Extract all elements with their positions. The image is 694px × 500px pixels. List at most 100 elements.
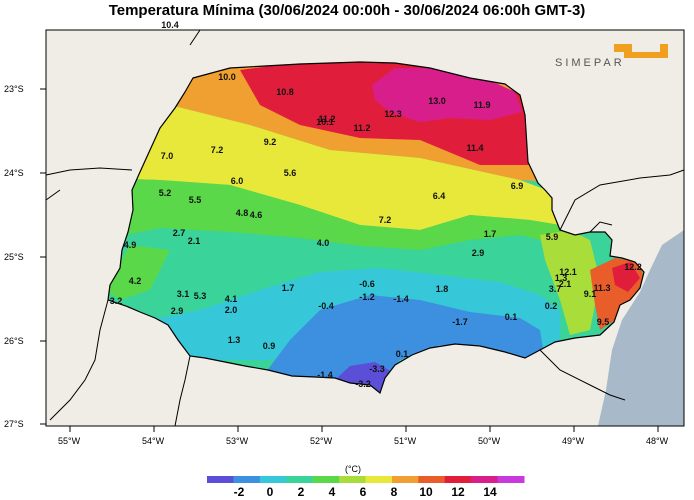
simepar-logo-mark xyxy=(614,44,668,58)
station-value-labels: 10.410.010.811.210.111.212.313.0 11.99.21… xyxy=(110,20,642,389)
station-value: -1.2 xyxy=(359,292,375,302)
lat-label: 25°S xyxy=(4,252,24,262)
simepar-logo-text: SIMEPAR xyxy=(555,57,625,69)
station-value: 4.9 xyxy=(124,240,137,250)
station-value: 4.0 xyxy=(317,238,330,248)
station-value: 2.9 xyxy=(171,306,184,316)
colorbar-swatch xyxy=(259,476,287,483)
station-value: 0.2 xyxy=(545,301,558,311)
station-value: 10.8 xyxy=(276,87,294,97)
lon-label: 55°W xyxy=(58,436,81,446)
colorbar-swatches xyxy=(207,476,525,483)
station-value: 4.2 xyxy=(129,276,142,286)
map-title: Temperatura Mínima (30/06/2024 00:00h - … xyxy=(108,2,586,19)
station-value: -3.2 xyxy=(355,379,371,389)
station-value: 1.7 xyxy=(282,283,295,293)
colorbar-swatch xyxy=(312,476,340,483)
lon-label: 51°W xyxy=(394,436,417,446)
station-value: 1.3 xyxy=(555,273,568,283)
station-value: 6.9 xyxy=(511,181,524,191)
station-value: 10.4 xyxy=(161,20,179,30)
station-value: 4.6 xyxy=(250,210,263,220)
station-value: 10.1 xyxy=(316,117,334,127)
station-value: 13.0 xyxy=(428,96,446,106)
colorbar-swatch xyxy=(471,476,499,483)
station-value: 0.1 xyxy=(396,349,409,359)
latitude-axis: 23°S 24°S 25°S 26°S 27°S xyxy=(4,84,46,429)
colorbar: (°C) -2 0 2 4 6 8 10 12 14 xyxy=(207,464,525,499)
colorbar-swatch xyxy=(497,476,525,483)
map-frame xyxy=(45,29,685,427)
colorbar-swatch xyxy=(418,476,446,483)
colorbar-tick-label: 10 xyxy=(419,485,433,499)
station-value: 5.6 xyxy=(284,168,297,178)
station-value: 1.8 xyxy=(436,284,449,294)
colorbar-tick-label: 2 xyxy=(298,485,305,499)
neighbor-borders xyxy=(45,29,685,427)
station-value: 2.9 xyxy=(472,248,485,258)
parana-state-outline xyxy=(107,61,645,395)
station-value: 7.2 xyxy=(379,215,392,225)
colorbar-swatch xyxy=(233,476,261,483)
station-value: 5.5 xyxy=(189,195,202,205)
colorbar-swatch xyxy=(207,476,234,483)
lon-label: 54°W xyxy=(142,436,165,446)
longitude-axis: 55°W 54°W 53°W 52°W 51°W 50°W 49°W 48°W xyxy=(58,426,669,446)
colorbar-swatch xyxy=(444,476,472,483)
lat-label: 27°S xyxy=(4,419,24,429)
station-value: 10.0 xyxy=(218,72,236,82)
station-value: 11.2 xyxy=(353,123,370,133)
lat-label: 26°S xyxy=(4,336,24,346)
station-value: 3.7 xyxy=(549,284,562,294)
colorbar-tick-label: 6 xyxy=(360,485,367,499)
station-value: 11.4 xyxy=(466,143,483,153)
station-value: 11.2 xyxy=(318,114,335,124)
colorbar-tick-label: 14 xyxy=(483,485,497,499)
station-value: -1.4 xyxy=(317,370,333,380)
lon-label: 53°W xyxy=(226,436,249,446)
colorbar-swatch xyxy=(365,476,393,483)
colorbar-tick-label: 4 xyxy=(329,485,336,499)
station-value: 11.3 xyxy=(593,283,610,293)
station-value: 0.1 xyxy=(505,312,518,322)
station-value: 7.0 xyxy=(161,151,174,161)
lon-label: 48°W xyxy=(646,436,669,446)
ocean xyxy=(598,30,684,426)
station-value: 7.2 xyxy=(211,145,224,155)
station-value: 5.9 xyxy=(546,232,559,242)
lon-label: 52°W xyxy=(310,436,333,446)
station-value: 2.0 xyxy=(225,305,238,315)
colorbar-swatch xyxy=(339,476,366,483)
station-value: 2.1 xyxy=(559,279,572,289)
station-value: 2.7 xyxy=(173,228,186,238)
station-value: 11.9 xyxy=(473,100,490,110)
station-value: 6.0 xyxy=(231,176,244,186)
station-value: -0.4 xyxy=(318,301,334,311)
colorbar-tick-label: 8 xyxy=(391,485,398,499)
lon-label: 49°W xyxy=(562,436,585,446)
station-value: 3.1 xyxy=(177,289,190,299)
station-value: 3.2 xyxy=(110,296,123,306)
station-value: -0.6 xyxy=(359,279,375,289)
station-value: -1.4 xyxy=(393,294,409,304)
station-value: 9.5 xyxy=(597,317,610,327)
lat-label: 24°S xyxy=(4,168,24,178)
colorbar-tick-label: 0 xyxy=(267,485,274,499)
station-value: 5.2 xyxy=(159,188,172,198)
station-value: 0.9 xyxy=(263,341,276,351)
lon-label: 50°W xyxy=(478,436,501,446)
station-value: 6.4 xyxy=(433,191,446,201)
temperature-bands xyxy=(108,62,644,393)
colorbar-unit: (°C) xyxy=(345,464,361,474)
station-value: 12.1 xyxy=(559,267,577,277)
station-value: 12.2 xyxy=(624,262,642,272)
colorbar-tick-label: -2 xyxy=(234,485,245,499)
station-value: 9.2 xyxy=(264,137,277,147)
station-value: -1.7 xyxy=(452,317,468,327)
station-value: 9.1 xyxy=(584,289,597,299)
simepar-logo: SIMEPAR xyxy=(555,44,668,69)
colorbar-ticks: -2 0 2 4 6 8 10 12 14 xyxy=(234,485,497,499)
station-value: 2.1 xyxy=(188,236,201,246)
station-value: -3.3 xyxy=(369,364,385,374)
